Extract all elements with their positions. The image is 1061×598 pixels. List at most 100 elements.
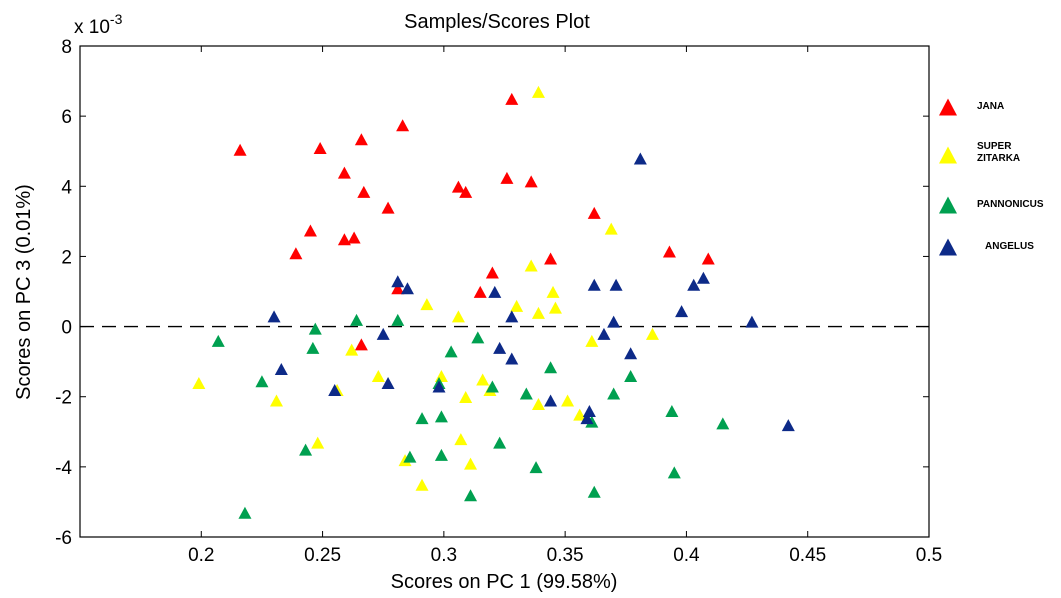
data-point [328,384,342,397]
y-tick-label: 8 [61,37,72,58]
data-point [687,278,701,291]
legend-label: SUPER ZITARKA [977,141,1020,164]
data-point [354,338,368,351]
data-point [454,433,468,446]
data-point [667,466,681,479]
data-point [531,85,545,98]
data-point [337,166,351,179]
data-point [308,322,322,335]
y-multiplier-base: x 10 [74,17,110,38]
data-point [192,376,206,389]
legend-label: ANGELUS [985,241,1034,252]
data-point [624,347,638,360]
x-tick-label: 0.2 [188,545,214,566]
data-point [371,369,385,382]
data-point [531,398,545,411]
data-point [529,461,543,474]
legend-marker [939,238,957,256]
data-point [546,285,560,298]
plot-area-frame [79,45,930,538]
legend-marker [939,146,957,164]
data-point [624,369,638,382]
data-point [299,443,313,456]
series-angelus [267,152,795,432]
data-point [561,394,575,407]
data-point [587,206,601,219]
data-point [444,345,458,358]
data-point [350,313,364,326]
data-point [451,180,465,193]
legend-label: PANNONICUS [977,199,1044,210]
data-point [434,410,448,423]
data-point [313,142,327,155]
y-tick-label: -6 [55,528,72,549]
data-point [524,175,538,188]
legend-label-line: ANGELUS [985,241,1034,252]
data-point [662,245,676,258]
data-point [451,310,465,323]
data-point [476,373,490,386]
data-point [607,387,621,400]
data-point [587,278,601,291]
x-axis: 0.2 0.25 0.3 0.35 0.4 0.45 0.5 [188,46,942,566]
data-point [238,506,252,519]
data-point [274,362,288,375]
y-tick-label: -4 [55,458,72,479]
data-point [255,375,269,388]
x-tick-label: 0.25 [304,545,341,566]
y-axis-label: Scores on PC 3 (0.01%) [13,184,35,400]
data-point [391,313,405,326]
data-points [192,85,795,519]
data-point [459,391,473,404]
y-tick-label: 2 [61,247,72,268]
y-multiplier-exponent: -3 [110,11,123,27]
data-point [311,436,325,449]
data-point [745,315,759,328]
data-point [432,380,446,393]
data-point [488,285,502,298]
y-tick-label: 6 [61,107,72,128]
data-point [233,143,247,156]
legend-label-line: PANNONICUS [977,199,1044,210]
y-axis: -6 -4 -2 0 2 4 6 8 [55,37,929,549]
legend-item: SUPER ZITARKA [939,141,1020,164]
data-point [604,222,618,235]
x-tick-label: 0.35 [547,545,584,566]
data-point [701,252,715,265]
data-point [585,334,599,347]
x-tick-label: 0.45 [789,545,826,566]
data-point [471,331,485,344]
legend-item: PANNONICUS [939,196,1044,214]
data-point [357,185,371,198]
data-point [400,282,414,295]
data-point [473,285,487,298]
data-point [531,306,545,319]
series-super-zitarka [192,85,659,491]
data-point [597,327,611,340]
data-point [434,369,448,382]
data-point [459,185,473,198]
data-point [347,231,361,244]
data-point [781,419,795,432]
data-point [524,259,538,272]
legend-item: JANA [939,98,1004,116]
data-point [381,201,395,214]
data-point [289,247,303,260]
data-point [403,450,417,463]
data-point [633,152,647,165]
data-point [544,252,558,265]
x-tick-label: 0.3 [431,545,457,566]
data-point [303,224,317,237]
legend-marker [939,196,957,214]
data-point [505,352,519,365]
data-point [337,233,351,246]
legend-item: ANGELUS [939,238,1034,256]
data-point [548,301,562,314]
y-tick-label: 4 [61,177,72,198]
data-point [391,275,405,288]
data-point [675,305,689,318]
series-pannonicus [211,313,730,519]
legend-label: JANA [977,101,1004,112]
y-tick-label: -2 [55,388,72,409]
data-point [665,405,679,418]
